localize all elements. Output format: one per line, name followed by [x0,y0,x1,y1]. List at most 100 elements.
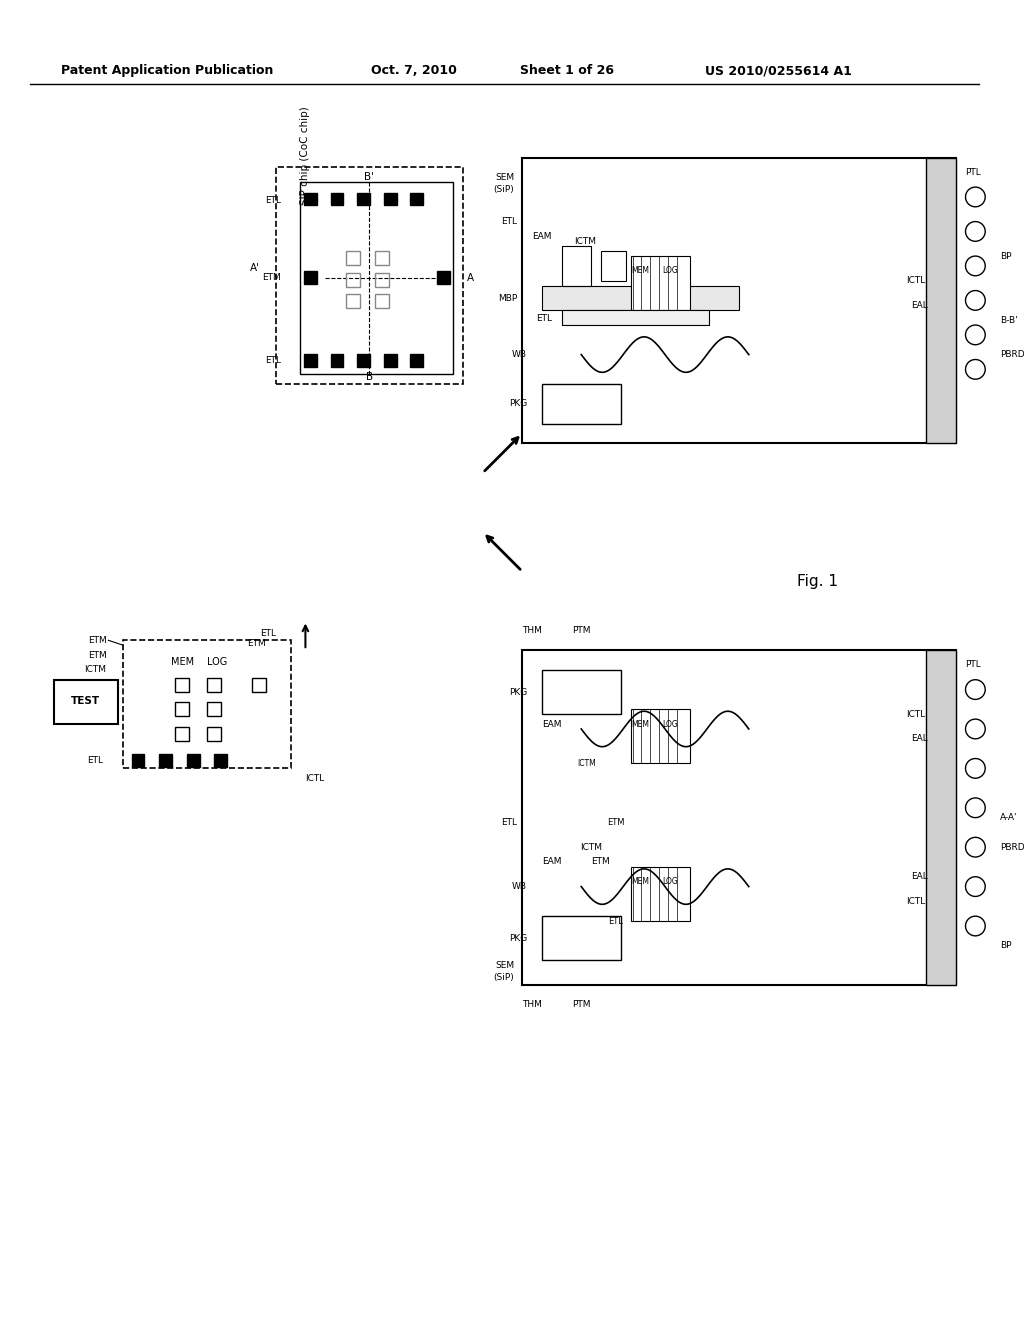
Bar [522,651,955,985]
Text: ETM: ETM [262,273,281,282]
Text: EAL: EAL [911,873,928,882]
Bar [159,754,172,767]
Text: PTM: PTM [572,626,591,635]
Bar [346,251,359,265]
Text: BP: BP [1000,941,1012,950]
Text: TEST: TEST [71,697,100,706]
Bar [131,754,144,767]
Text: PKG: PKG [509,935,527,944]
Bar [275,168,463,384]
Text: MBP: MBP [498,294,517,302]
Bar [384,354,396,367]
Bar [207,677,221,692]
Text: ETL: ETL [87,756,103,766]
Bar [411,193,423,206]
Bar [926,651,955,985]
Text: LOG: LOG [663,719,678,729]
Text: A: A [467,273,474,282]
Text: A-A': A-A' [1000,813,1018,822]
Bar [542,916,621,961]
Text: ICTL: ICTL [906,276,926,285]
Text: SEM: SEM [496,961,514,970]
Text: EAM: EAM [542,858,561,866]
Text: WB: WB [512,882,527,891]
Text: EAM: EAM [542,719,561,729]
Text: PTL: PTL [966,168,981,177]
Text: Oct. 7, 2010: Oct. 7, 2010 [371,65,457,78]
Bar [357,193,370,206]
Bar [437,272,450,284]
Text: MEM: MEM [632,878,649,886]
Text: ICTL: ICTL [906,896,926,906]
Text: Patent Application Publication: Patent Application Publication [61,65,273,78]
Text: MEM: MEM [632,719,649,729]
Text: ETM: ETM [88,636,106,644]
Text: THM: THM [522,626,542,635]
Text: PKG: PKG [509,400,527,408]
Bar [561,247,591,285]
Text: B': B' [365,172,375,182]
Bar [300,182,454,375]
Bar [601,251,626,281]
Text: LOG: LOG [663,267,678,276]
Text: PBRD: PBRD [1000,842,1024,851]
Bar [186,754,200,767]
Text: ETL: ETL [501,818,517,828]
Text: ETM: ETM [247,639,266,648]
Text: EAL: EAL [911,301,928,310]
Text: ETL: ETL [260,628,275,638]
Text: THM: THM [522,1001,542,1010]
Text: ICTM: ICTM [574,236,596,246]
Bar [207,702,221,717]
Text: BP: BP [1000,252,1012,260]
Bar [54,680,118,725]
Bar [522,157,955,444]
Bar [175,702,189,717]
Text: B: B [366,372,373,383]
Text: SEM: SEM [496,173,514,182]
Text: ETM: ETM [592,858,610,866]
Text: PTM: PTM [572,1001,591,1010]
Text: ETL: ETL [608,916,624,925]
Text: ETL: ETL [536,314,552,322]
Bar [631,256,689,310]
Bar [376,251,389,265]
Text: WB: WB [512,350,527,359]
Bar [542,285,739,310]
Text: ICTM: ICTM [577,759,596,768]
Text: ICTL: ICTL [906,710,926,718]
Text: ETM: ETM [88,651,106,660]
Bar [542,384,621,424]
Text: EAL: EAL [911,734,928,743]
Text: ETL: ETL [265,197,281,206]
Text: MEM: MEM [171,657,194,667]
Bar [346,294,359,309]
Bar [214,754,227,767]
Text: ICTM: ICTM [84,665,106,675]
Bar [411,354,423,367]
Text: ETL: ETL [501,216,517,226]
Text: Fig. 1: Fig. 1 [798,574,839,589]
Text: A': A' [250,263,260,273]
Text: ETL: ETL [265,356,281,366]
Text: SiP chip (CoC chip): SiP chip (CoC chip) [300,106,310,205]
Bar [384,193,396,206]
Text: PBRD: PBRD [1000,350,1024,359]
Bar [376,273,389,286]
Text: ICTM: ICTM [581,842,602,851]
Text: US 2010/0255614 A1: US 2010/0255614 A1 [705,65,852,78]
Bar [331,193,343,206]
Bar [252,677,266,692]
Bar [631,867,689,921]
Bar [123,640,291,768]
Bar [331,354,343,367]
Bar [304,193,316,206]
Bar [304,354,316,367]
Text: LOG: LOG [663,878,678,886]
Bar [561,310,710,325]
Bar [926,157,955,444]
Bar [175,727,189,741]
Bar [346,273,359,286]
Text: PKG: PKG [509,688,527,697]
Text: ETM: ETM [607,818,625,828]
